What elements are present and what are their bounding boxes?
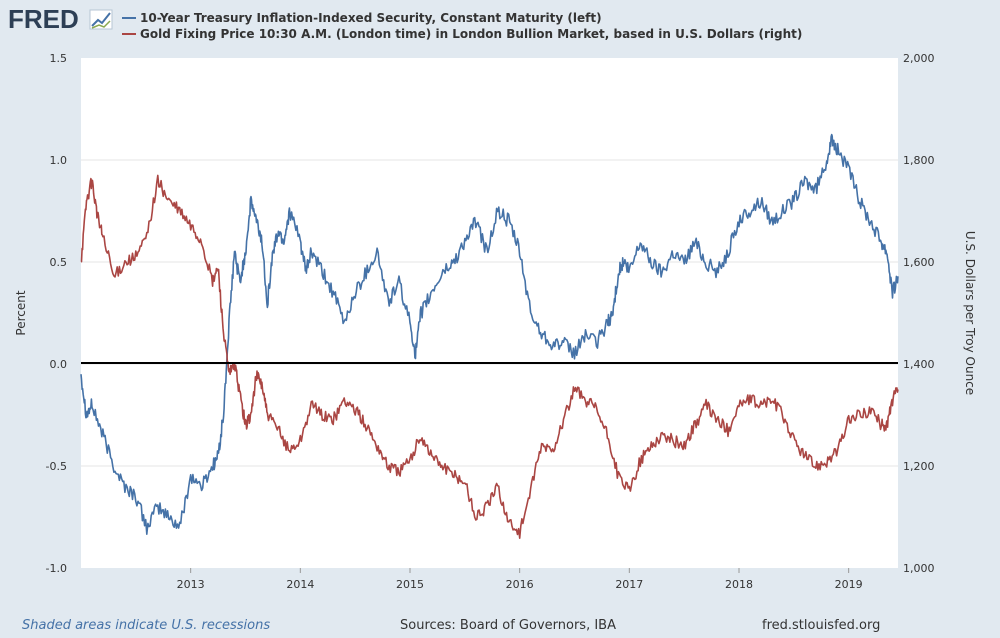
- right-tick-label: 1,800: [903, 154, 935, 167]
- fred-logo[interactable]: FRED: [8, 4, 113, 34]
- left-tick-label: 1.5: [50, 52, 68, 65]
- legend-label-gold: Gold Fixing Price 10:30 A.M. (London tim…: [140, 27, 802, 41]
- fred-logo-chart-icon: [89, 9, 113, 30]
- right-tick-label: 2,000: [903, 52, 935, 65]
- series-line-tips: [80, 133, 899, 536]
- right-tick-label: 1,400: [903, 358, 935, 371]
- right-tick-label: 1,600: [903, 256, 935, 269]
- legend-label-tips: 10-Year Treasury Inflation-Indexed Secur…: [140, 11, 602, 25]
- right-axis-ticks: 2,000 1,800 1,600 1,400 1,200 1,000: [903, 52, 935, 575]
- series-layer: [80, 133, 899, 540]
- x-tick-label: 2014: [286, 578, 314, 591]
- left-tick-label: -0.5: [46, 460, 67, 473]
- left-tick-label: 1.0: [50, 154, 68, 167]
- right-tick-label: 1,000: [903, 562, 935, 575]
- x-tick-label: 2019: [835, 578, 863, 591]
- left-tick-label: 0.0: [50, 358, 68, 371]
- legend: 10-Year Treasury Inflation-Indexed Secur…: [122, 11, 802, 41]
- fred-logo-text: FRED: [8, 4, 79, 34]
- left-tick-label: 0.5: [50, 256, 68, 269]
- site-link[interactable]: fred.stlouisfed.org: [762, 618, 881, 633]
- left-tick-label: -1.0: [46, 562, 67, 575]
- x-tick-label: 2015: [396, 578, 424, 591]
- left-axis-ticks: 1.5 1.0 0.5 0.0 -0.5 -1.0: [46, 52, 67, 575]
- left-axis-title: Percent: [14, 290, 28, 335]
- x-tick-label: 2013: [177, 578, 205, 591]
- series-line-gold: [80, 174, 899, 540]
- x-axis-ticks: 2013 2014 2015 2016 2017 2018 2019: [177, 568, 863, 591]
- x-tick-label: 2016: [506, 578, 534, 591]
- sources-note: Sources: Board of Governors, IBA: [400, 618, 616, 633]
- right-tick-label: 1,200: [903, 460, 935, 473]
- recession-note[interactable]: Shaded areas indicate U.S. recessions: [22, 618, 271, 633]
- x-tick-label: 2018: [725, 578, 753, 591]
- x-tick-label: 2017: [615, 578, 643, 591]
- right-axis-title: U.S. Dollars per Troy Ounce: [963, 231, 977, 395]
- plot-area: [81, 58, 898, 568]
